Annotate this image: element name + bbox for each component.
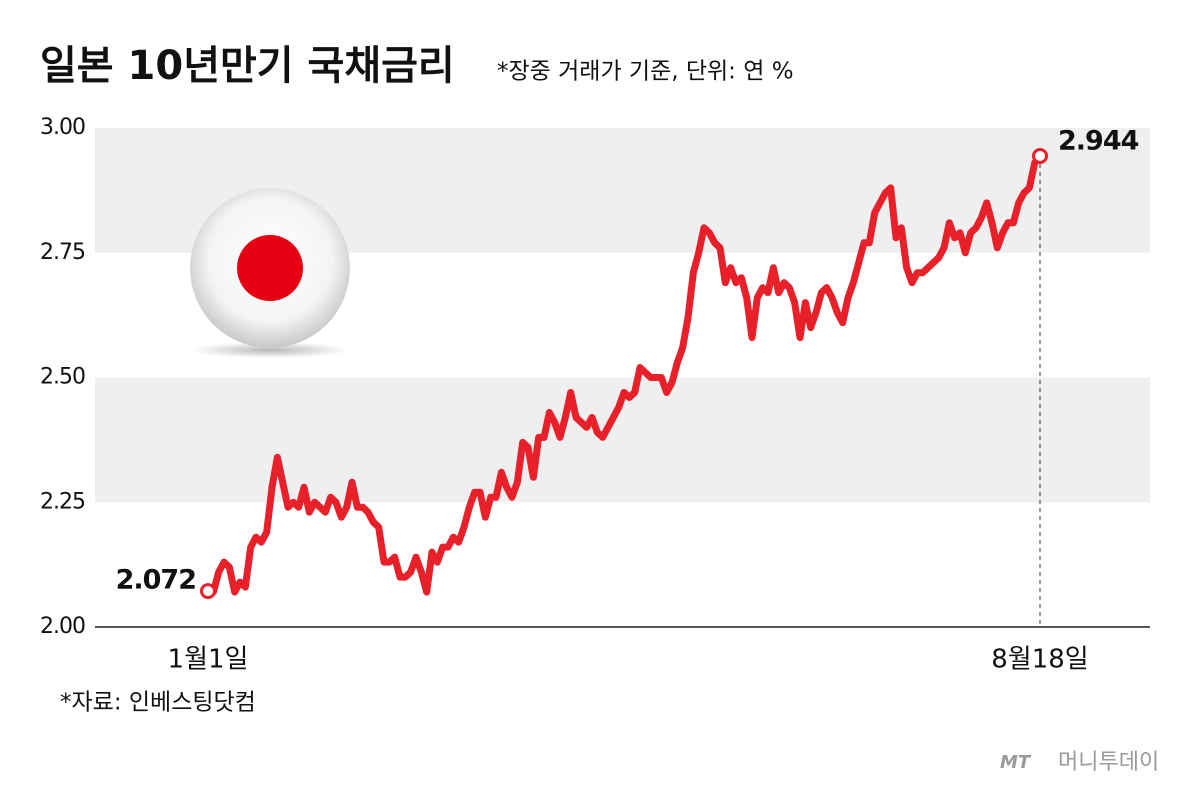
chart-subtitle: *장중 거래가 기준, 단위: 연 % xyxy=(497,59,794,85)
flag-icon xyxy=(190,188,350,358)
x-tick-label: 8월18일 xyxy=(991,645,1088,675)
y-tick-label: 3.00 xyxy=(40,115,85,140)
flag-shadow xyxy=(190,342,350,358)
y-tick-label: 2.75 xyxy=(40,240,85,265)
y-tick-label: 2.00 xyxy=(40,614,85,639)
data-label: 2.944 xyxy=(1058,125,1139,156)
data-label: 2.072 xyxy=(116,565,196,596)
source: *자료: 인베스팅닷컴 xyxy=(60,690,256,716)
flag-sun xyxy=(237,235,303,301)
brand-name: 머니투데이 xyxy=(1058,750,1159,775)
line xyxy=(204,152,1044,596)
end-marker xyxy=(200,583,216,600)
brand-mark: MT xyxy=(1000,752,1032,773)
end-marker xyxy=(1032,147,1048,164)
x-tick-label: 1월1일 xyxy=(168,645,249,675)
y-tick-label: 2.50 xyxy=(40,365,85,390)
chart-title: 일본 10년만기 국채금리 xyxy=(40,43,455,89)
y-tick-label: 2.25 xyxy=(40,489,85,514)
